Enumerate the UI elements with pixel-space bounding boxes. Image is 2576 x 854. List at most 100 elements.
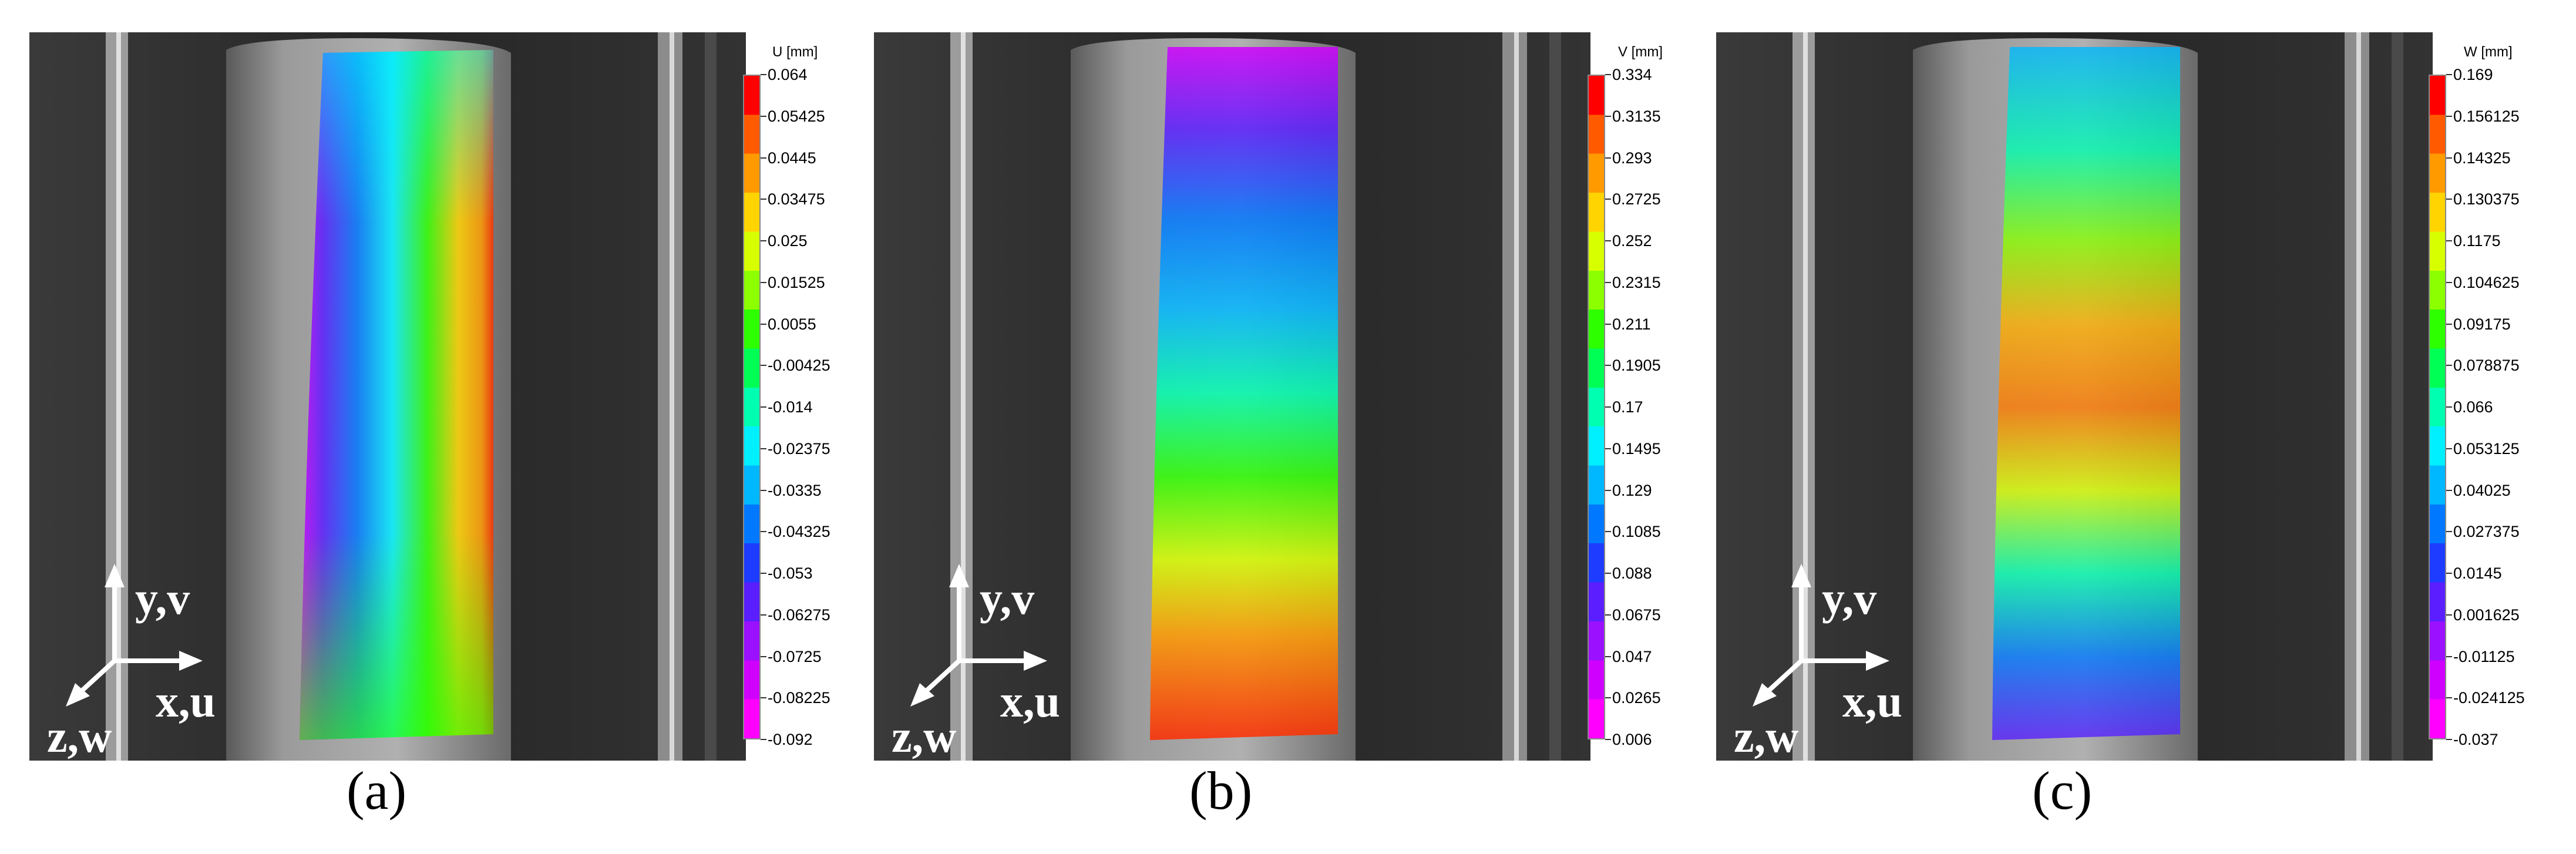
colorbar-tick-label: 0.006 — [1612, 731, 1652, 748]
colorbar-tick-mark — [1605, 739, 1611, 740]
colorbar-tick-label: 0.1085 — [1612, 523, 1661, 541]
colorbar-tick-mark — [761, 573, 766, 574]
colorbar-tick-label: 0.156125 — [2453, 107, 2520, 125]
colorbar-tick-mark — [2446, 697, 2452, 699]
colorbar-a — [743, 75, 761, 739]
colorbar-tick-label: 0.129 — [1612, 481, 1652, 499]
colorbar-tick-label: 0.04025 — [2453, 481, 2511, 499]
axis-label-x: x,u — [156, 675, 216, 727]
colorbar-tick-mark — [1605, 323, 1611, 325]
colorbar-tick-mark — [1605, 448, 1611, 449]
colorbar-tick-label: 0.0265 — [1612, 689, 1661, 707]
colorbar-tick-mark — [1605, 655, 1611, 657]
colorbar-tick-label: 0.252 — [1612, 232, 1652, 250]
axis-label-z: z,w — [47, 711, 112, 761]
colorbar-tick-label: 0.293 — [1612, 149, 1652, 167]
colorbar-tick-mark — [761, 281, 766, 283]
colorbar-tick-mark — [2446, 573, 2452, 574]
colorbar-tick-mark — [761, 365, 766, 367]
colorbar-tick-label: -0.00425 — [768, 357, 830, 375]
colorbar-tick-mark — [2446, 365, 2452, 367]
colorbar-tick-label: 0.047 — [1612, 647, 1652, 665]
colorbar-tick-label: 0.2315 — [1612, 273, 1661, 291]
colorbar-tick-mark — [1605, 531, 1611, 533]
colorbar-tick-label: 0.03475 — [768, 190, 825, 209]
axis-label-y: y,v — [135, 573, 190, 624]
colorbar-tick-label: 0.066 — [2453, 398, 2493, 416]
colorbar-tick-mark — [1605, 365, 1611, 367]
caption-b: (b) — [1189, 761, 1253, 821]
colorbar-tick-label: 0.1905 — [1612, 357, 1661, 375]
colorbar-tick-label: 0.025 — [768, 232, 808, 250]
colorbar-tick-label: 0.09175 — [2453, 315, 2511, 333]
colorbar-tick-mark — [761, 157, 766, 159]
colorbar-tick-mark — [1605, 573, 1611, 574]
axis-label-z: z,w — [1734, 711, 1798, 761]
colorbar-tick-label: 0.17 — [1612, 398, 1643, 416]
colorbar-tick-mark — [2446, 655, 2452, 657]
colorbar-tick-label: 0.169 — [2453, 66, 2493, 83]
colorbar-tick-mark — [1605, 406, 1611, 408]
colorbar-tick-mark — [761, 614, 766, 616]
colorbar-tick-label: 0.334 — [1612, 66, 1652, 83]
colorbar-tick-label: -0.053 — [768, 564, 813, 582]
colorbar-tick-mark — [1605, 614, 1611, 616]
colorbar-tick-label: 0.130375 — [2453, 190, 2520, 209]
colorbar-tick-label: 0.211 — [1612, 315, 1651, 333]
panel-a: y,v x,u z,w — [29, 32, 746, 761]
colorbar-tick-mark — [1605, 115, 1611, 117]
colorbar-tick-mark — [1605, 489, 1611, 491]
colorbar-tick-mark — [2446, 74, 2452, 75]
colorbar-tick-mark — [761, 240, 766, 241]
panel-b: y,v x,u z,w — [874, 32, 1590, 761]
coordinate-axes-icon — [1753, 564, 1889, 707]
colorbar-tick-mark — [1605, 74, 1611, 75]
colorbar-tick-label: -0.037 — [2453, 731, 2498, 748]
coordinate-axes-icon — [66, 564, 203, 707]
colorbar-tick-mark — [761, 739, 766, 740]
colorbar-tick-label: -0.014 — [768, 398, 813, 416]
photo-v-field: y,v x,u z,w — [874, 32, 1590, 761]
colorbar-tick-mark — [2446, 240, 2452, 241]
colorbar-tick-mark — [2446, 489, 2452, 491]
colorbar-tick-mark — [2446, 281, 2452, 283]
colorbar-tick-mark — [761, 323, 766, 325]
colorbar-b — [1588, 75, 1605, 739]
colorbar-tick-mark — [1605, 281, 1611, 283]
photo-w-field: y,v x,u z,w — [1716, 32, 2433, 761]
colorbar-tick-label: 0.001625 — [2453, 606, 2520, 624]
colorbar-tick-label: 0.1495 — [1612, 439, 1661, 458]
colorbar-tick-mark — [2446, 199, 2452, 200]
colorbar-tick-label: -0.06275 — [768, 606, 830, 624]
colorbar-tick-label: 0.053125 — [2453, 439, 2520, 458]
colorbar-tick-mark — [761, 115, 766, 117]
axis-label-y: y,v — [980, 573, 1034, 624]
colorbar-tick-mark — [1605, 157, 1611, 159]
colorbar-tick-mark — [761, 199, 766, 200]
caption-a: (a) — [347, 761, 407, 821]
colorbar-tick-mark — [2446, 406, 2452, 408]
colorbar-tick-mark — [1605, 199, 1611, 200]
colorbar-tick-mark — [761, 489, 766, 491]
colorbar-tick-label: 0.05425 — [768, 107, 825, 125]
axis-label-x: x,u — [1000, 675, 1060, 727]
colorbar-tick-label: 0.088 — [1612, 564, 1652, 582]
colorbar-tick-label: 0.3135 — [1612, 107, 1661, 125]
colorbar-tick-label: 0.2725 — [1612, 190, 1661, 209]
colorbar-tick-mark — [761, 74, 766, 75]
colorbar-tick-mark — [2446, 531, 2452, 533]
colorbar-tick-label: 0.0145 — [2453, 564, 2502, 582]
colorbar-tick-mark — [761, 697, 766, 699]
colorbar-tick-label: 0.104625 — [2453, 273, 2520, 291]
colorbar-tick-mark — [761, 406, 766, 408]
colorbar-tick-mark — [761, 448, 766, 449]
colorbar-tick-mark — [2446, 115, 2452, 117]
colorbar-title-b: V [mm] — [1618, 44, 1663, 60]
axis-label-y: y,v — [1822, 573, 1876, 624]
colorbar-tick-label: 0.1175 — [2453, 232, 2501, 250]
photo-u-field: y,v x,u z,w — [29, 32, 746, 761]
colorbar-tick-mark — [1605, 240, 1611, 241]
colorbar-tick-label: -0.024125 — [2453, 689, 2525, 707]
colorbar-tick-label: -0.04325 — [768, 523, 830, 541]
colorbar-tick-label: -0.08225 — [768, 689, 830, 707]
